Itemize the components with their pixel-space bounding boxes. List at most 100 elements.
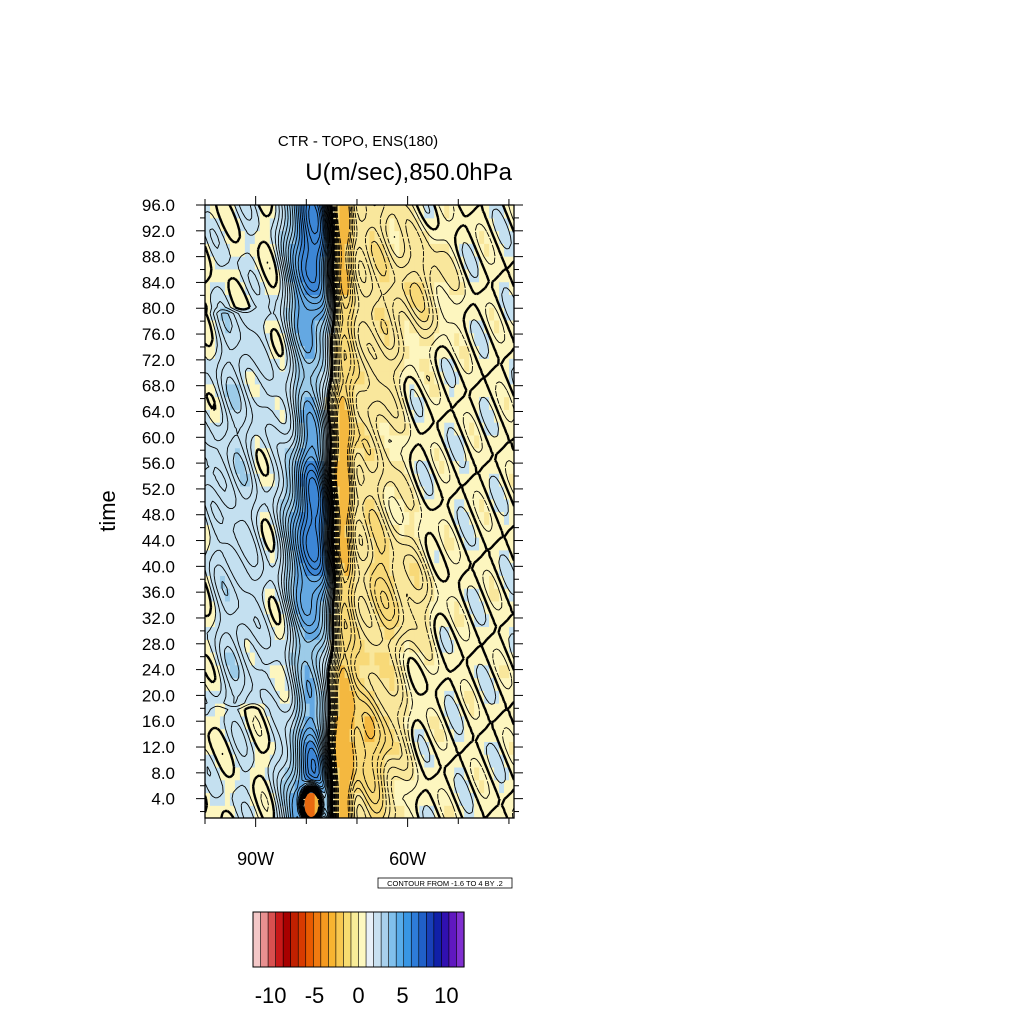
heatmap-cell — [264, 511, 271, 525]
heatmap-cell — [264, 600, 271, 615]
heatmap-cell — [329, 754, 336, 768]
heatmap-cell — [439, 524, 445, 538]
heatmap-cell — [504, 524, 510, 538]
heatmap-cell — [494, 460, 500, 474]
heatmap-cell — [384, 332, 390, 347]
heatmap-cell — [469, 371, 475, 385]
heatmap-cell — [229, 792, 236, 806]
heatmap-cell — [499, 703, 505, 717]
heatmap-cell — [254, 383, 261, 398]
heatmap-cell — [474, 268, 480, 283]
heatmap-cell — [404, 575, 410, 589]
heatmap-cell — [414, 703, 420, 717]
heatmap-cell — [474, 805, 480, 818]
y-tick-label: 24.0 — [142, 661, 175, 680]
heatmap-cell — [364, 409, 371, 423]
heatmap-cell — [414, 715, 420, 730]
heatmap-cell — [374, 664, 381, 679]
heatmap-cell — [369, 358, 376, 372]
heatmap-cell — [439, 613, 445, 628]
heatmap-cell — [399, 613, 405, 628]
heatmap-cell — [459, 307, 465, 321]
heatmap-cell — [219, 345, 226, 359]
heatmap-cell — [274, 447, 281, 462]
heatmap-cell — [264, 613, 271, 628]
heatmap-cell — [344, 447, 351, 462]
heatmap-cell — [234, 358, 241, 372]
heatmap-cell — [205, 575, 211, 589]
heatmap-cell — [374, 294, 381, 308]
heatmap-cell — [229, 447, 236, 462]
heatmap-cell — [474, 728, 480, 742]
heatmap-cell — [439, 728, 445, 742]
heatmap-cell — [229, 498, 236, 513]
heatmap-cell — [509, 205, 514, 219]
heatmap-cell — [464, 575, 470, 589]
heatmap-cell — [444, 460, 450, 474]
heatmap-cell — [379, 792, 386, 806]
heatmap-cell — [249, 626, 256, 640]
heatmap-cell — [374, 600, 381, 615]
heatmap-cell — [409, 307, 415, 321]
heatmap-cell — [459, 473, 465, 487]
heatmap-cell — [414, 779, 420, 794]
heatmap-cell — [434, 217, 440, 232]
heatmap-cell — [314, 728, 321, 742]
heatmap-cell — [454, 294, 460, 308]
heatmap-cell — [254, 792, 261, 806]
heatmap-cell — [409, 230, 415, 244]
heatmap-cell — [389, 434, 395, 449]
heatmap-cell — [369, 243, 376, 257]
heatmap-cell — [249, 434, 256, 449]
heatmap-cell — [389, 588, 395, 602]
positive-contour — [289, 205, 329, 818]
heatmap-cell — [444, 396, 450, 410]
heatmap-cell — [424, 792, 430, 806]
heatmap-cell — [494, 741, 500, 755]
heatmap-cell — [394, 511, 400, 525]
heatmap-cell — [269, 728, 276, 742]
colorbar-swatch — [335, 911, 345, 968]
heatmap-cell — [344, 230, 351, 244]
heatmap-cell — [209, 230, 216, 244]
heatmap-cell — [459, 728, 465, 742]
heatmap-cell — [224, 498, 231, 513]
heatmap-cell — [419, 562, 425, 576]
heatmap-cell — [489, 677, 495, 691]
heatmap-cell — [489, 294, 495, 308]
heatmap-cell — [269, 447, 276, 462]
heatmap-cell — [489, 600, 495, 615]
heatmap-cell — [294, 588, 301, 602]
heatmap-cell — [219, 230, 226, 244]
heatmap-cell — [354, 613, 361, 628]
heatmap-cell — [279, 651, 286, 666]
heatmap-cell — [384, 383, 390, 398]
heatmap-cell — [369, 728, 376, 742]
heatmap-cell — [454, 371, 460, 385]
heatmap-cell — [309, 230, 316, 244]
heatmap-cell — [509, 613, 514, 628]
heatmap-cell — [434, 243, 440, 257]
heatmap-cell — [399, 524, 405, 538]
heatmap-cell — [339, 307, 346, 321]
heatmap-cell — [234, 728, 241, 742]
heatmap-cell — [279, 230, 286, 244]
heatmap-cell — [209, 639, 216, 653]
heatmap-cell — [489, 651, 495, 666]
heatmap-cell — [219, 422, 226, 436]
heatmap-cell — [349, 805, 356, 818]
colorbar-label: 0 — [352, 983, 364, 1008]
heatmap-cell — [384, 217, 390, 232]
heatmap-cell — [249, 205, 256, 219]
heatmap-cell — [384, 473, 390, 487]
heatmap-cell — [504, 664, 510, 679]
heatmap-cell — [334, 766, 341, 781]
heatmap-cell — [424, 779, 430, 794]
heatmap-cell — [239, 498, 246, 513]
heatmap-cell — [239, 205, 246, 219]
heatmap-cell — [334, 217, 341, 232]
heatmap-cell — [299, 281, 306, 295]
heatmap-cell — [404, 434, 410, 449]
heatmap-cell — [244, 511, 251, 525]
heatmap-cell — [279, 294, 286, 308]
